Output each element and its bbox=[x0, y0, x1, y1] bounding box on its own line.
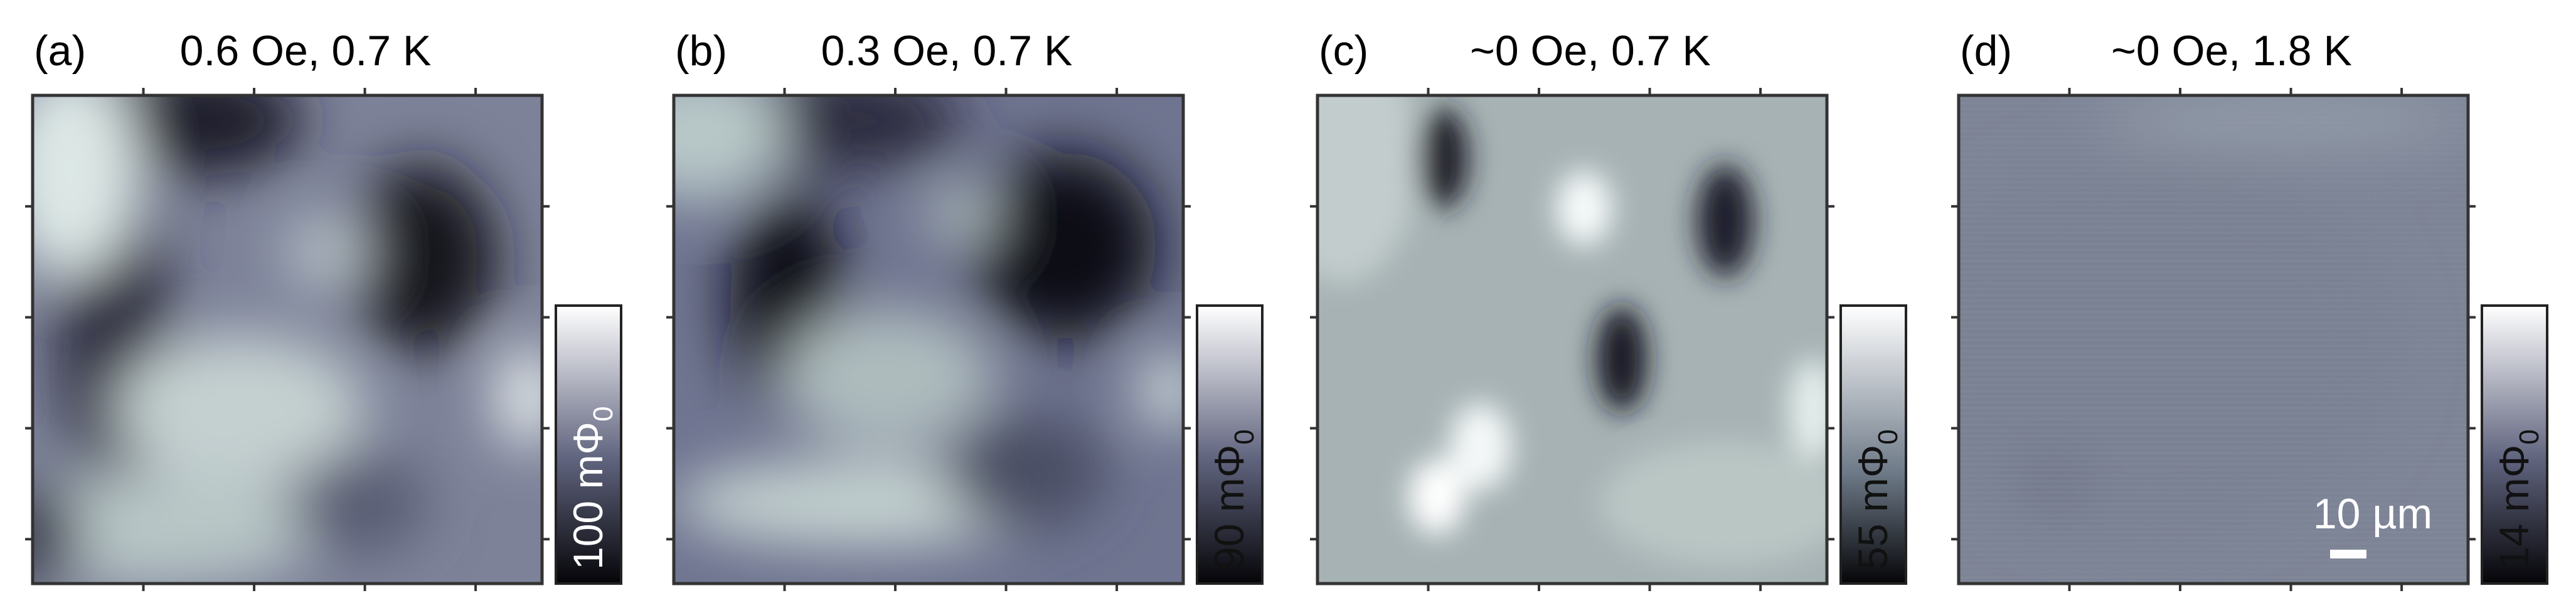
colorbar-label: 90 mΦ0 bbox=[1206, 429, 1260, 570]
panel-label: (c) bbox=[1319, 27, 1368, 75]
feature bbox=[89, 95, 302, 177]
feature bbox=[284, 215, 371, 290]
colorbar-unit: 14 mΦ bbox=[2491, 445, 2537, 570]
panel-label: (b) bbox=[675, 27, 727, 75]
panel: (d) ~0 Oe, 1.8 K 14 mΦ0 10 µm bbox=[1951, 27, 2548, 591]
feature bbox=[33, 472, 321, 584]
image-frame bbox=[31, 93, 544, 585]
scale-bar bbox=[2330, 550, 2366, 558]
feature bbox=[346, 164, 497, 353]
feature bbox=[1697, 164, 1754, 277]
panel-title: ~0 Oe, 0.7 K bbox=[1470, 27, 1711, 75]
panel: (a) 0.6 Oe, 0.7 K 100 mΦ0 bbox=[25, 27, 622, 591]
scan-image bbox=[674, 95, 1183, 584]
panel-label: (d) bbox=[1960, 27, 2012, 75]
feature bbox=[969, 152, 1157, 340]
feature bbox=[290, 453, 428, 553]
scan-image bbox=[33, 95, 542, 584]
colorbar bbox=[555, 304, 622, 585]
panel-title: 0.3 Oe, 0.7 K bbox=[821, 27, 1073, 75]
feature bbox=[497, 346, 542, 447]
colorbar bbox=[1839, 304, 1907, 585]
colorbar-subscript: 0 bbox=[588, 406, 619, 421]
colorbar-unit: 55 mΦ bbox=[1850, 445, 1896, 570]
feature bbox=[1600, 440, 1827, 566]
panel: (b) 0.3 Oe, 0.7 K 90 mΦ0 bbox=[666, 27, 1264, 591]
panel-title: ~0 Oe, 1.8 K bbox=[2111, 27, 2352, 75]
feature bbox=[944, 415, 1107, 528]
colorbar-subscript: 0 bbox=[1873, 429, 1903, 444]
image-features bbox=[674, 95, 1183, 547]
colorbar-unit: 90 mΦ bbox=[1206, 445, 1252, 570]
feature bbox=[925, 183, 1000, 246]
colorbar-label: 55 mΦ0 bbox=[1850, 429, 1903, 570]
image-features bbox=[1317, 95, 1827, 566]
feature bbox=[114, 334, 365, 484]
scan-lines bbox=[1959, 95, 2468, 584]
panel-label: (a) bbox=[34, 27, 86, 75]
image-frame bbox=[672, 93, 1185, 585]
feature bbox=[674, 95, 787, 202]
panel: (c) ~0 Oe, 0.7 K 55 mΦ0 bbox=[1310, 27, 1907, 591]
feature bbox=[1418, 108, 1468, 208]
colorbar bbox=[1196, 304, 1264, 585]
colorbar-unit: 100 mΦ bbox=[565, 422, 611, 570]
feature bbox=[1408, 459, 1465, 535]
feature bbox=[1317, 95, 1418, 284]
feature bbox=[33, 484, 83, 584]
colorbar-label: 100 mΦ0 bbox=[565, 406, 619, 570]
feature bbox=[1138, 353, 1183, 428]
colorbar-subscript: 0 bbox=[1229, 429, 1260, 444]
feature bbox=[780, 309, 994, 447]
feature bbox=[1556, 171, 1612, 246]
colorbar-label: 14 mΦ0 bbox=[2491, 429, 2545, 570]
feature bbox=[1788, 359, 1827, 459]
feature bbox=[33, 95, 139, 277]
scale-bar-label: 10 µm bbox=[2313, 490, 2432, 538]
image-frame bbox=[1316, 93, 1829, 585]
scan-image bbox=[1317, 95, 1827, 584]
feature bbox=[1597, 306, 1647, 412]
scan-image bbox=[1959, 95, 2468, 584]
feature bbox=[1449, 403, 1512, 491]
image-features bbox=[33, 95, 542, 584]
colorbar-subscript: 0 bbox=[2514, 429, 2545, 444]
image-frame bbox=[1957, 93, 2470, 585]
panel-title: 0.6 Oe, 0.7 K bbox=[180, 27, 432, 75]
colorbar bbox=[2481, 304, 2548, 585]
